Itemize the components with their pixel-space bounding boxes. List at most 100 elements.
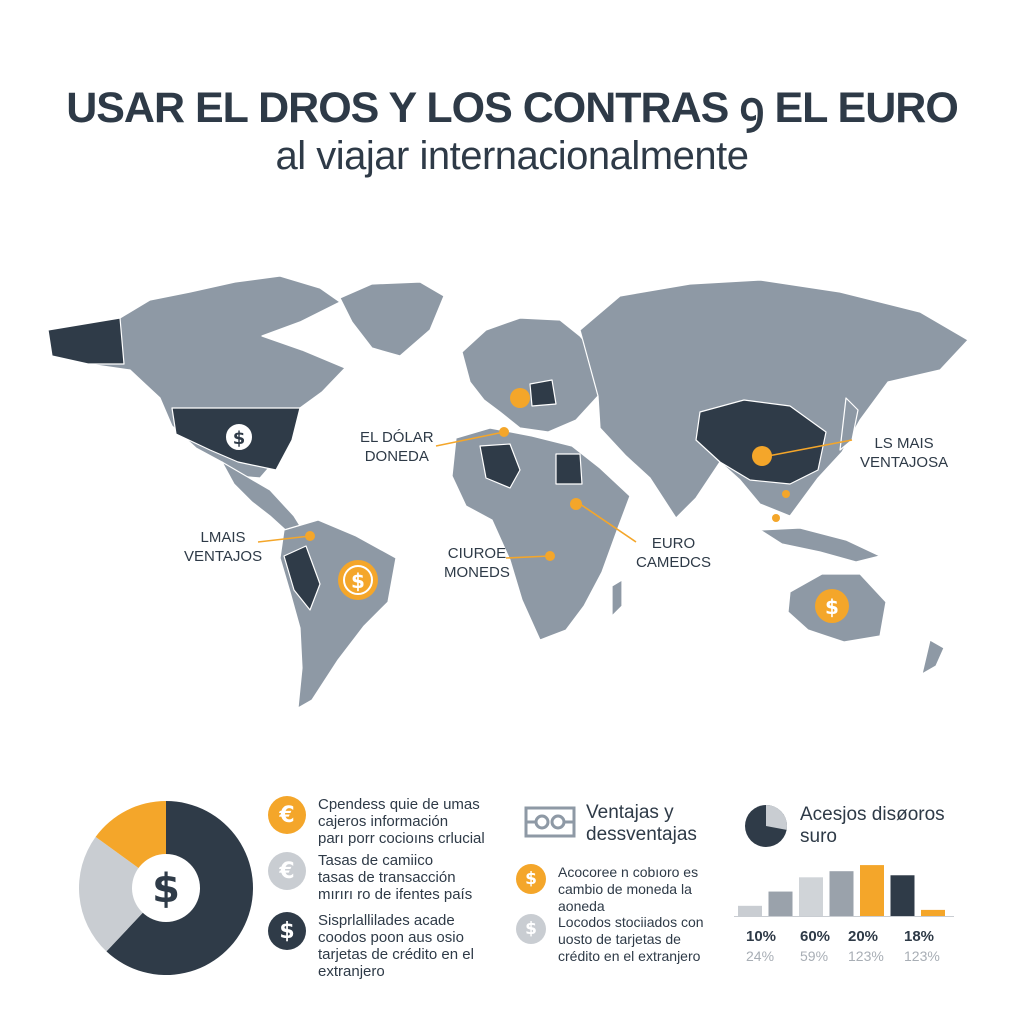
- dollar-icon: $: [268, 912, 306, 950]
- section-header: Acesjos disøoros suro: [800, 804, 945, 848]
- bar-chart: [734, 865, 954, 917]
- bar: [768, 891, 793, 916]
- map-label-line: LMAIS: [200, 529, 246, 546]
- list-item-line: extranjero: [318, 963, 385, 980]
- world-map: $ $ $: [47, 275, 969, 709]
- marker-taiwan: [782, 490, 790, 498]
- marker-china: [752, 446, 772, 466]
- north-america-landmass: [47, 275, 346, 479]
- dollar-icon: $: [516, 864, 546, 894]
- list-item-line: Cpendess quie de umas: [318, 796, 480, 813]
- bar: [921, 909, 945, 916]
- alaska-region: [47, 317, 125, 365]
- euro-icon: €: [268, 852, 306, 890]
- new-zealand-landmass: [921, 639, 945, 675]
- list-item: $ Sisprlallilades acade coodos poon aus …: [268, 912, 474, 980]
- list-item-line: parı porr cocioıns crlucial: [318, 830, 485, 847]
- pie-light-slice: [766, 805, 787, 830]
- pie-icon: [745, 805, 787, 847]
- map-label-line: CAMEDCS: [636, 554, 712, 571]
- list-item-line: aoneda: [558, 898, 605, 914]
- section-header-line: dessventajas: [586, 824, 697, 845]
- percent-label: 18%: [904, 928, 935, 945]
- bar: [829, 871, 854, 916]
- bar: [799, 877, 823, 916]
- poland-region: [529, 379, 557, 407]
- peru-region: [283, 545, 321, 611]
- percent-sublabel: 24%: [746, 948, 775, 964]
- list-item: $ Locodos stociiados con uosto de tarjet…: [516, 914, 704, 965]
- map-label-mas-ventajosa: LS MAIS VENTAJOSA: [860, 434, 948, 472]
- svg-text:$: $: [351, 569, 365, 593]
- euro-icon: €: [268, 796, 306, 834]
- section-header-line: suro: [800, 826, 837, 847]
- map-label-line: LS MAIS: [874, 435, 934, 452]
- bar: [890, 875, 915, 916]
- donut-center: [132, 854, 200, 922]
- list-item: € Tasas de camiico tasas de transacción …: [268, 852, 472, 903]
- list-item: $ Acocoree n cobıoro es cambio de moneda…: [516, 864, 698, 915]
- map-label-line: EURO: [651, 535, 696, 552]
- indonesia-landmass: [759, 527, 881, 563]
- marker-central-africa: [545, 551, 555, 561]
- coin-brazil: $: [338, 560, 378, 600]
- map-label-line: DONEDA: [364, 448, 429, 465]
- section-header-line: Acesjos disøoros: [800, 804, 945, 825]
- map-label-mas-ventajos: LMAIS VENTAJOS: [184, 528, 262, 566]
- section-header: Ventajas y dessventajas: [586, 802, 697, 846]
- map-label-line: EL DÓLAR: [360, 429, 434, 446]
- map-label-line: MONEDS: [444, 564, 510, 581]
- marker-italy: [499, 427, 509, 437]
- list-item-line: uosto de tarjetas de: [558, 931, 681, 947]
- map-label-el-dolar: EL DÓLAR DONEDA: [360, 428, 434, 466]
- page-subtitle: al viajar internacionalmente: [275, 134, 749, 178]
- map-label-line: VENTAJOSA: [860, 454, 949, 471]
- svg-text:$: $: [825, 595, 839, 619]
- list-item-line: Tasas de camiico: [318, 852, 434, 869]
- list-item-line: Sisprlallilades acade: [318, 912, 455, 929]
- list-item-line: cambio de moneda la: [558, 881, 692, 897]
- map-label-curoe: CIUROE MONEDS: [444, 544, 510, 582]
- bar: [860, 865, 884, 916]
- map-label-euro: EURO CAMEDCS: [636, 534, 711, 572]
- page-title: USAR EL DROS Y LOS CONTRAS ꝯ EL EURO: [66, 84, 959, 132]
- marker-europe: [510, 388, 530, 408]
- list-item-line: cajeros información: [318, 813, 449, 830]
- algeria-region: [479, 443, 521, 489]
- europe-landmass: [461, 317, 601, 433]
- percent-sublabel: 59%: [800, 948, 829, 964]
- asia-landmass: [579, 279, 969, 519]
- scale-icon: [524, 806, 576, 838]
- list-item-line: tarjetas de crédito en el: [318, 946, 474, 963]
- list-item-line: coodos poon aus osio: [318, 929, 464, 946]
- list-item-line: crédito en el extranjero: [558, 948, 701, 964]
- china-region: [695, 399, 827, 485]
- donut-segment: [78, 836, 166, 952]
- list-item-line: Locodos stociiados con: [558, 914, 704, 930]
- egypt-region: [555, 453, 583, 485]
- list-item-line: Acocoree n cobıoro es: [558, 864, 699, 880]
- bar: [738, 905, 762, 916]
- map-label-line: VENTAJOS: [184, 548, 263, 565]
- marker-philippines: [772, 514, 780, 522]
- map-label-line: CIUROE: [447, 545, 507, 562]
- percent-sublabel: 123%: [848, 948, 884, 964]
- percent-label: 10%: [746, 928, 777, 945]
- dollar-icon: $: [152, 866, 180, 912]
- marker-east-africa: [570, 498, 582, 510]
- donut-chart: $: [78, 801, 253, 975]
- madagascar-landmass: [611, 579, 623, 617]
- coin-australia: $: [815, 589, 849, 623]
- list-item-line: mırırı ro de ifentes país: [318, 886, 473, 903]
- greenland-landmass: [339, 281, 445, 357]
- coin-usa: $: [224, 422, 254, 452]
- percent-label: 20%: [848, 928, 879, 945]
- list-item: € Cpendess quie de umas cajeros informac…: [268, 796, 485, 847]
- marker-south-america: [305, 531, 315, 541]
- section-header-line: Ventajas y: [586, 802, 674, 823]
- south-america-landmass: [279, 519, 397, 709]
- percent-sublabel: 123%: [904, 948, 940, 964]
- dollar-icon: $: [516, 914, 546, 944]
- africa-landmass: [451, 427, 631, 641]
- percent-label: 60%: [800, 928, 831, 945]
